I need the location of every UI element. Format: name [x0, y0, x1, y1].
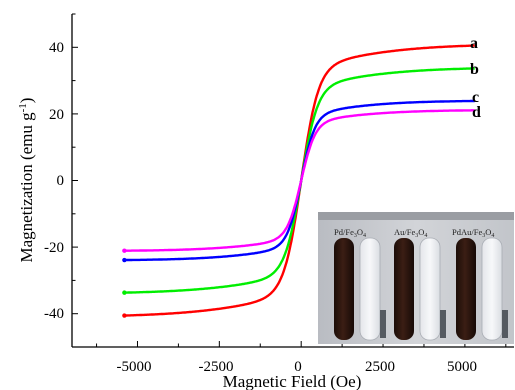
inset-shelf [318, 212, 514, 220]
x-tick-label: -2500 [199, 359, 234, 375]
vial-clear [359, 237, 381, 341]
vial-dark [456, 238, 476, 340]
inset-label-pdau: PdAu/Fe3O4 [452, 227, 494, 239]
y-axis-title-sup: -1 [17, 103, 29, 112]
x-tick-label: 0 [294, 359, 302, 375]
magnet [380, 310, 386, 338]
inset-label-au: Au/Fe3O4 [394, 227, 427, 239]
y-tick-label: -20 [44, 240, 64, 256]
series-label-b: b [470, 61, 479, 78]
series-label-d: d [472, 104, 481, 121]
x-tick-label: 5000 [447, 359, 477, 375]
inset-photo: Pd/Fe3O4 Au/Fe3O4 PdAu/Fe3O4 [318, 212, 514, 344]
series-line-d [123, 109, 476, 252]
inset-label-pd: Pd/Fe3O4 [334, 227, 366, 239]
y-tick-label: 40 [49, 40, 64, 56]
vial-clear [481, 237, 503, 341]
series-label-c: c [472, 89, 479, 106]
series-label-a: a [470, 35, 478, 52]
y-axis-title-close: ) [17, 98, 36, 104]
x-tick-label: 2500 [365, 359, 395, 375]
y-tick-label: -40 [44, 306, 64, 322]
vial-dark [394, 238, 414, 340]
series-endpoint-c [122, 257, 127, 263]
x-tick-label: -5000 [117, 359, 152, 375]
y-tick-label: 0 [57, 173, 65, 189]
series-endpoint-b [122, 290, 127, 295]
vial-clear [419, 237, 441, 341]
vial-dark [334, 238, 354, 340]
magnet [502, 310, 508, 338]
series-endpoint-a [122, 313, 127, 318]
series-lines [122, 44, 476, 318]
series-endpoint-d [122, 248, 127, 253]
y-tick-label: 20 [49, 107, 64, 123]
y-axis-title: Magnetization (emu g-1) [17, 98, 36, 263]
x-axis-title: Magnetic Field (Oe) [223, 372, 362, 390]
magnet [440, 310, 446, 338]
y-axis-title-main: Magnetization (emu g [17, 112, 36, 263]
